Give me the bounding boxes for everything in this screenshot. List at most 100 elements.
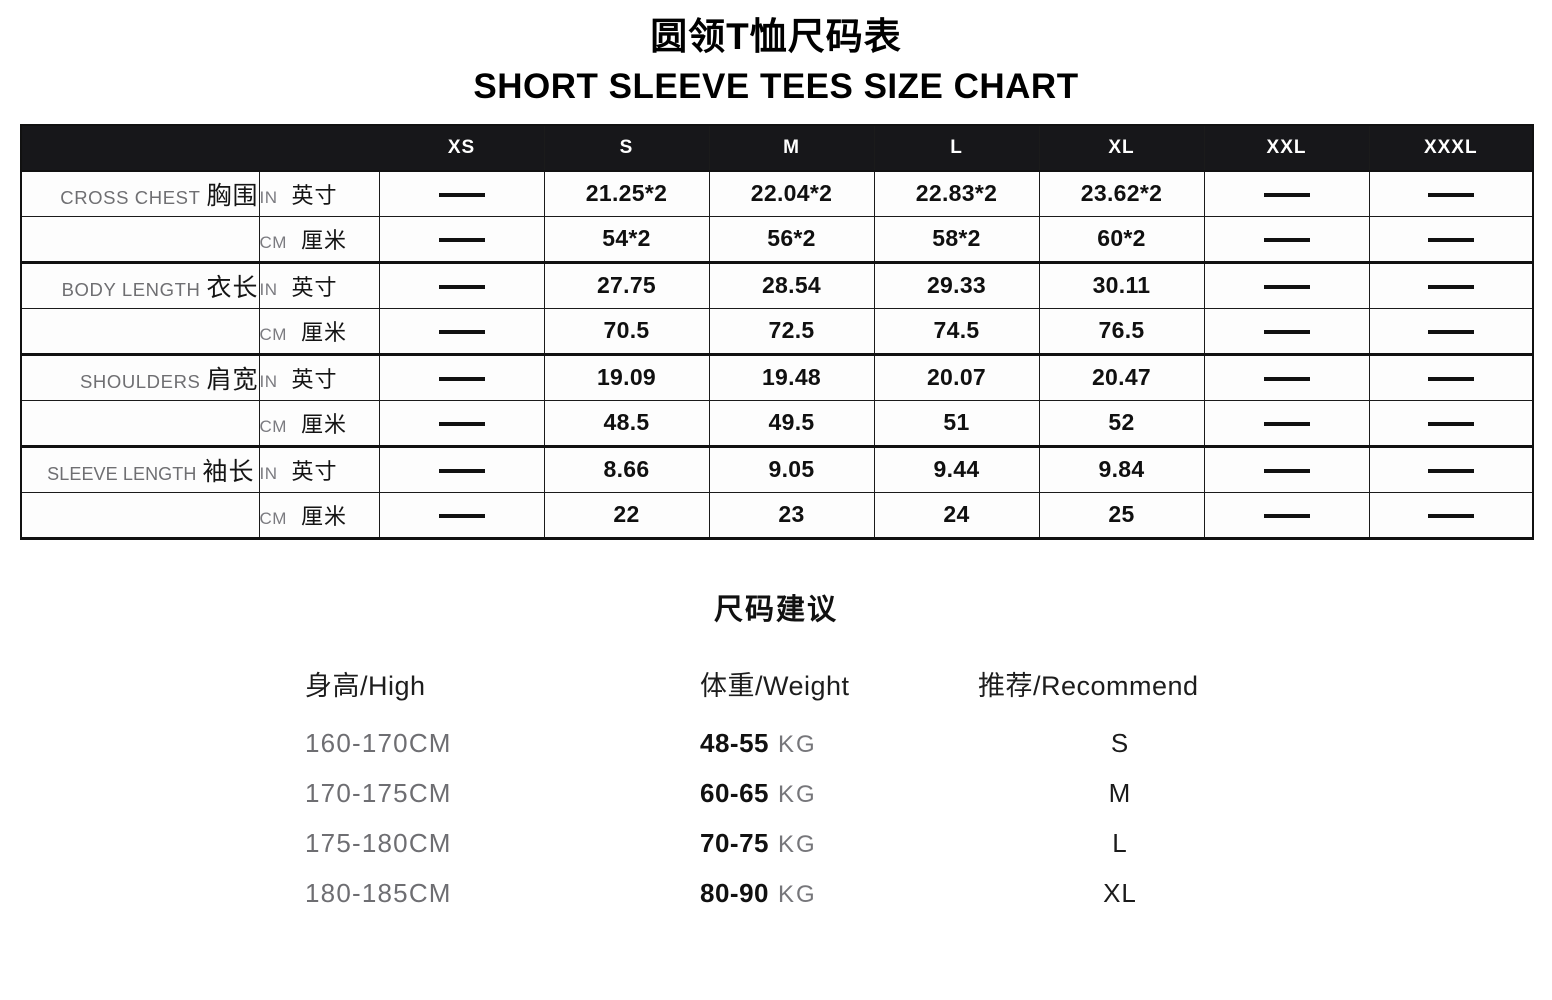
unit-label-en: IN xyxy=(259,463,278,483)
measurement-label-cn: 袖长 xyxy=(202,457,255,486)
unit-label-en: IN xyxy=(259,279,278,299)
empty-dash-icon xyxy=(1263,422,1310,427)
measurement-value-cell xyxy=(1368,353,1534,401)
size-chart-table: XS S M L XL XXL XXXL CROSS CHEST 胸围 IN 英寸 21.25*2 2… xyxy=(20,123,1534,540)
measurement-value-cell xyxy=(1368,215,1534,264)
recommendation-title: 尺码建议 xyxy=(713,593,838,626)
measurement-label-cell xyxy=(20,491,260,540)
size-chart-header-row: XS S M L XL XXL XXXL xyxy=(20,124,1534,172)
measurement-value-cell xyxy=(378,353,545,401)
recommendation-row: 175-180CM 70-75 KG L xyxy=(0,828,1552,878)
measurement-value-cell xyxy=(1368,399,1534,448)
unit-label-cn: 厘米 xyxy=(300,411,347,437)
measurement-value-cell: 19.09 xyxy=(543,353,710,401)
measurement-value-cell xyxy=(1203,353,1370,401)
empty-dash-icon xyxy=(1427,514,1474,519)
unit-label-cn: 厘米 xyxy=(300,319,347,345)
measurement-value-cell xyxy=(378,307,545,356)
recommendation-height-value: 175-180CM xyxy=(305,827,452,858)
unit-cell: CM 厘米 xyxy=(258,215,380,264)
header-cell-size-xs: XS xyxy=(378,124,545,172)
chart-title-block: 圆领T恤尺码表 SHORT SLEEVE TEES SIZE CHART xyxy=(0,0,1552,110)
recommendation-header-row: 身高/High 体重/Weight 推荐/Recommend xyxy=(0,664,1552,728)
measurement-value-cell xyxy=(1368,261,1534,309)
size-chart-body: CROSS CHEST 胸围 IN 英寸 21.25*2 22.04*2 22.83*2 23… xyxy=(20,169,1534,540)
measurement-value-cell xyxy=(1368,445,1534,493)
measurement-value-cell: 74.5 xyxy=(873,307,1040,356)
recommendation-size-value: L xyxy=(1112,827,1128,858)
unit-label-en: CM xyxy=(259,232,287,252)
measurement-value-cell: 9.84 xyxy=(1038,445,1205,493)
measurement-value-cell: 60*2 xyxy=(1038,215,1205,264)
measurement-label-en: CROSS CHEST xyxy=(60,186,201,208)
measurement-value-cell xyxy=(1368,169,1534,217)
recommendation-weight-cell: 48-55 KG xyxy=(700,728,817,759)
empty-dash-icon xyxy=(438,377,485,382)
empty-dash-icon xyxy=(1427,330,1474,335)
measurement-value-cell: 49.5 xyxy=(708,399,875,448)
measurement-value-cell xyxy=(378,491,545,540)
measurement-value-cell: 22 xyxy=(543,491,710,540)
measurement-value-cell: 28.54 xyxy=(708,261,875,309)
measurement-label-cn: 肩宽 xyxy=(206,365,259,394)
table-row: CM 厘米 70.5 72.5 74.5 76.5 xyxy=(20,307,1534,356)
measurement-value-cell xyxy=(1368,491,1534,540)
measurement-value-cell: 48.5 xyxy=(543,399,710,448)
empty-dash-icon xyxy=(1263,285,1310,290)
measurement-value-cell: 51 xyxy=(873,399,1040,448)
unit-cell: IN 英寸 xyxy=(258,353,380,401)
measurement-value-cell xyxy=(1203,215,1370,264)
header-cell-size-m: M xyxy=(708,124,875,172)
measurement-value-cell: 27.75 xyxy=(543,261,710,309)
measurement-value-cell: 22.04*2 xyxy=(708,169,875,217)
empty-dash-icon xyxy=(1263,193,1310,198)
empty-dash-icon xyxy=(1427,469,1474,474)
header-cell-size-xl: XL xyxy=(1038,124,1205,172)
measurement-value-cell: 25 xyxy=(1038,491,1205,540)
measurement-label-en: SLEEVE LENGTH xyxy=(47,463,197,484)
measurement-label-cn: 衣长 xyxy=(206,273,259,302)
recommendation-size-value: S xyxy=(1110,727,1130,758)
unit-cell: CM 厘米 xyxy=(258,307,380,356)
header-cell-size-s: S xyxy=(543,124,710,172)
page-title-en: SHORT SLEEVE TEES SIZE CHART xyxy=(473,67,1079,107)
unit-cell: IN 英寸 xyxy=(258,445,380,493)
table-row: SHOULDERS 肩宽 IN 英寸 19.09 19.48 20.07 20.47 xyxy=(20,353,1534,401)
table-row: CM 厘米 54*2 56*2 58*2 60*2 xyxy=(20,215,1534,264)
measurement-value-cell xyxy=(1203,445,1370,493)
measurement-value-cell xyxy=(1203,491,1370,540)
measurement-value-cell: 21.25*2 xyxy=(543,169,710,217)
empty-dash-icon xyxy=(1263,377,1310,382)
recommendation-weight-value: 48-55 xyxy=(700,727,769,758)
measurement-value-cell xyxy=(1203,399,1370,448)
measurement-value-cell: 23 xyxy=(708,491,875,540)
measurement-label-cell: BODY LENGTH 衣长 xyxy=(20,261,260,309)
table-row: CM 厘米 48.5 49.5 51 52 xyxy=(20,399,1534,448)
measurement-value-cell: 70.5 xyxy=(543,307,710,356)
page-title-cn: 圆领T恤尺码表 xyxy=(650,16,902,57)
recommendation-rows: 160-170CM 48-55 KG S 170-175CM 60-65 KG M 175-18… xyxy=(0,728,1552,928)
unit-label-en: IN xyxy=(259,187,278,207)
recommendation-size-value: XL xyxy=(1103,877,1137,908)
unit-label-cn: 英寸 xyxy=(291,182,338,208)
table-row: CROSS CHEST 胸围 IN 英寸 21.25*2 22.04*2 22.83*2 23… xyxy=(20,169,1534,217)
measurement-label-en: BODY LENGTH xyxy=(61,278,201,300)
empty-dash-icon xyxy=(1427,285,1474,290)
recommendation-weight-unit: KG xyxy=(778,830,817,858)
recommendation-weight-unit: KG xyxy=(778,880,817,908)
empty-dash-icon xyxy=(438,422,485,427)
unit-cell: IN 英寸 xyxy=(258,261,380,309)
measurement-value-cell xyxy=(1368,307,1534,356)
recommendation-weight-unit: KG xyxy=(778,730,817,758)
recommendation-weight-value: 80-90 xyxy=(700,877,769,908)
unit-cell: CM 厘米 xyxy=(258,491,380,540)
recommendation-weight-cell: 70-75 KG xyxy=(700,828,817,859)
table-row: SLEEVE LENGTH 袖长 IN 英寸 8.66 9.05 9.44 9.84 xyxy=(20,445,1534,493)
measurement-value-cell: 29.33 xyxy=(873,261,1040,309)
measurement-value-cell: 30.11 xyxy=(1038,261,1205,309)
empty-dash-icon xyxy=(1427,193,1474,198)
table-row: CM 厘米 22 23 24 25 xyxy=(20,491,1534,540)
empty-dash-icon xyxy=(438,193,485,198)
header-cell-label-blank xyxy=(20,124,260,172)
measurement-value-cell: 76.5 xyxy=(1038,307,1205,356)
